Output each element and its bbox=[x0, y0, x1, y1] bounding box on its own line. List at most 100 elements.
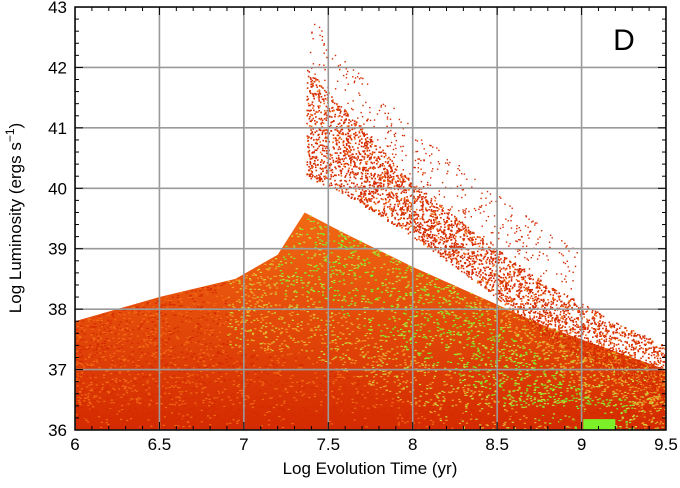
lower-region-point bbox=[338, 378, 341, 380]
lower-region-point bbox=[533, 383, 536, 385]
lower-region-point bbox=[596, 399, 599, 401]
lower-region-point bbox=[546, 344, 549, 346]
lower-region-point bbox=[582, 361, 585, 363]
lower-region-point bbox=[297, 367, 300, 369]
lower-region-point bbox=[350, 297, 353, 299]
lower-region-point bbox=[657, 397, 660, 399]
lower-region-point bbox=[340, 410, 344, 412]
lower-region-point bbox=[311, 413, 314, 416]
lower-region-point bbox=[137, 397, 140, 399]
lower-region-point bbox=[368, 262, 371, 264]
lower-region-point bbox=[291, 276, 294, 278]
lower-region-point bbox=[274, 388, 277, 390]
lower-region-point bbox=[660, 417, 663, 419]
lower-region-point bbox=[367, 357, 370, 359]
lower-region-point bbox=[382, 393, 385, 395]
lower-region-point bbox=[315, 410, 318, 412]
lower-region-point bbox=[186, 341, 189, 343]
lower-region-point bbox=[442, 332, 445, 334]
lower-region-point bbox=[294, 341, 297, 344]
lower-region-point bbox=[656, 412, 659, 414]
lower-region-point bbox=[467, 389, 470, 391]
lower-region-point bbox=[341, 376, 344, 378]
lower-region-point bbox=[475, 353, 478, 355]
lower-region-point bbox=[376, 310, 379, 312]
lower-region-point bbox=[203, 382, 206, 384]
lower-region-point bbox=[502, 352, 505, 354]
lower-region-point bbox=[108, 391, 111, 393]
lower-region-point bbox=[374, 299, 377, 301]
lower-region-point bbox=[249, 357, 252, 359]
lower-region-point bbox=[200, 332, 203, 334]
lower-region-point bbox=[312, 270, 315, 272]
lower-region-point bbox=[208, 398, 211, 400]
lower-region-point bbox=[329, 274, 333, 276]
lower-region-point bbox=[89, 344, 92, 346]
lower-region-point bbox=[487, 375, 490, 377]
lower-region-point bbox=[147, 396, 150, 398]
lower-region-point bbox=[87, 408, 90, 410]
lower-region-point bbox=[482, 420, 485, 422]
lower-region-point bbox=[255, 415, 258, 417]
lower-region-point bbox=[325, 378, 328, 380]
lower-region-point bbox=[335, 396, 338, 398]
lower-region-point bbox=[93, 400, 96, 402]
lower-region-point bbox=[280, 318, 283, 320]
lower-region-point bbox=[97, 348, 100, 350]
lower-region-point bbox=[247, 295, 250, 297]
lower-region-point bbox=[505, 356, 508, 359]
lower-region-point bbox=[552, 413, 556, 415]
lower-region-point bbox=[389, 390, 392, 392]
lower-region-point bbox=[163, 352, 166, 354]
lower-region-point bbox=[457, 412, 460, 415]
lower-region-point bbox=[387, 372, 390, 374]
lower-region-point bbox=[77, 404, 80, 406]
lower-region-point bbox=[625, 405, 628, 407]
lower-region-point bbox=[399, 423, 402, 425]
lower-region-point bbox=[542, 342, 545, 344]
lower-region-point bbox=[524, 392, 527, 394]
lower-region-point bbox=[637, 387, 640, 389]
lower-region-point bbox=[178, 387, 181, 389]
lower-region-point bbox=[601, 394, 604, 396]
lower-region-point bbox=[159, 396, 162, 398]
lower-region-point bbox=[376, 402, 379, 404]
lower-region-point bbox=[470, 394, 473, 396]
lower-region-point bbox=[607, 403, 610, 405]
lower-region-point bbox=[287, 408, 290, 411]
lower-region-point bbox=[363, 325, 366, 327]
lower-region-point bbox=[424, 317, 427, 319]
lower-region-point bbox=[212, 329, 215, 331]
lower-region-point bbox=[203, 315, 206, 317]
lower-region-point bbox=[174, 402, 177, 405]
lower-region-point bbox=[255, 358, 259, 360]
lower-region-point bbox=[211, 334, 214, 336]
lower-region-point bbox=[259, 380, 262, 382]
lower-region-point bbox=[80, 325, 83, 327]
lower-region-point bbox=[415, 315, 419, 317]
lower-region-point bbox=[442, 315, 446, 317]
lower-region-point bbox=[449, 303, 452, 305]
lower-region-point bbox=[120, 418, 123, 420]
lower-region-point bbox=[366, 363, 369, 365]
lower-region-point bbox=[455, 368, 458, 370]
lower-region-point bbox=[522, 364, 525, 366]
lower-region-point bbox=[579, 392, 582, 394]
lower-region-point bbox=[194, 342, 197, 344]
lower-region-point bbox=[365, 426, 368, 428]
lower-region-point bbox=[473, 391, 477, 393]
lower-region-point bbox=[134, 377, 137, 379]
lower-region-point bbox=[351, 401, 354, 403]
lower-region-point bbox=[410, 363, 413, 365]
lower-region-point bbox=[407, 265, 411, 267]
lower-region-point bbox=[112, 355, 115, 358]
lower-region-point bbox=[520, 395, 523, 397]
lower-region-point bbox=[91, 328, 94, 330]
lower-region-point bbox=[273, 331, 276, 333]
lower-region-point bbox=[640, 372, 644, 374]
lower-region-point bbox=[317, 291, 320, 293]
lower-region-point bbox=[549, 384, 553, 386]
lower-region-point bbox=[184, 403, 187, 405]
lower-region-point bbox=[404, 422, 407, 424]
lower-region-point bbox=[428, 330, 431, 332]
